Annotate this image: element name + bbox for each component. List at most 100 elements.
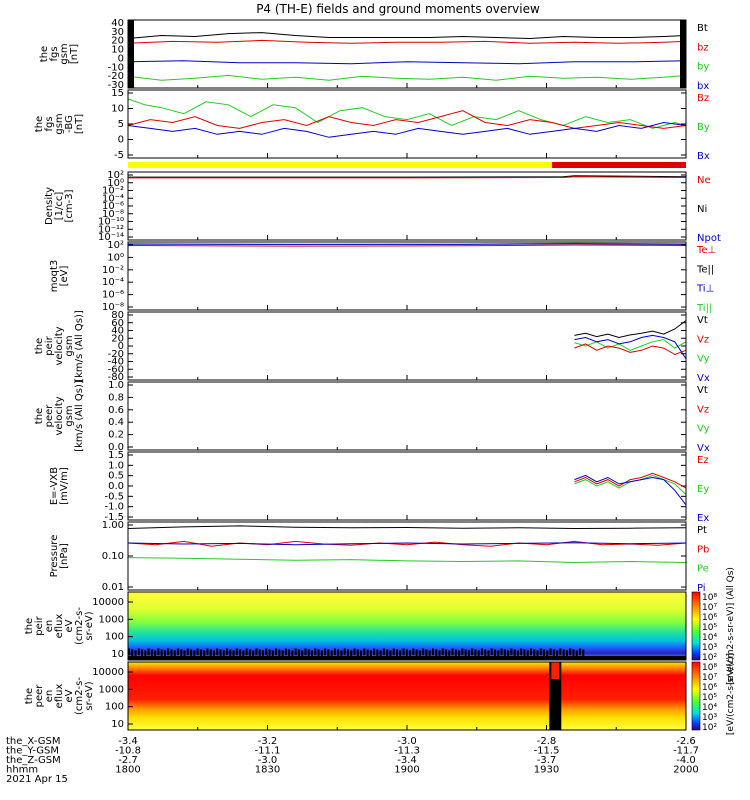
- x-axis-tick-value: -11.1: [255, 746, 281, 757]
- noise-mark: [343, 648, 346, 656]
- panel-efield: 1.51.00.50.0-0.5-1.0-1.5 Ez Ey Ex E=-VXB [mV/…: [49, 450, 709, 524]
- legend-Vy: Vy: [697, 354, 710, 365]
- y-tick-label: 10000: [92, 597, 124, 608]
- noise-mark: [314, 648, 317, 656]
- series-Ex: [574, 474, 687, 506]
- y-tick-label: 10⁻⁶: [102, 201, 124, 212]
- y-tick-label: 0.2: [108, 430, 124, 441]
- panel-frame: [127, 521, 687, 591]
- noise-mark: [454, 649, 457, 657]
- y-axis-label: gsm: [64, 335, 75, 356]
- noise-mark: [203, 650, 206, 658]
- noise-mark: [265, 648, 268, 656]
- x-axis-tick-value: -3.7: [537, 755, 557, 766]
- edge-marker-left: [128, 20, 134, 88]
- y-axis-label: sr-eV): [84, 681, 95, 710]
- y-axis-label: peir: [44, 335, 55, 355]
- colorbar-tick: 10⁵: [702, 693, 717, 703]
- y-tick-label: 1.0: [108, 380, 124, 391]
- y-tick-label: -10: [108, 62, 124, 73]
- y-tick-label: 40: [111, 18, 124, 29]
- noise-mark: [389, 650, 392, 658]
- noise-mark: [128, 648, 130, 656]
- noise-mark: [177, 648, 180, 656]
- x-axis-tick-value: -11.3: [394, 746, 420, 757]
- noise-mark: [494, 649, 497, 657]
- y-tick-label: 10⁻⁶: [102, 290, 124, 301]
- noise-mark: [150, 649, 153, 657]
- y-axis-label: [nPa]: [59, 543, 70, 569]
- noise-mark: [526, 650, 529, 658]
- y-axis-label: eV: [64, 689, 75, 702]
- colorbar-label: [eV/(cm2-s-sr-eV)] (All Qs): [726, 567, 736, 685]
- noise-mark: [575, 650, 578, 658]
- y-tick-label: 10⁻⁸: [102, 209, 124, 220]
- x-axis-tick-value: 1900: [394, 765, 419, 776]
- colorbar-tick: 10³: [702, 713, 717, 723]
- colorbar-tick: 10³: [702, 643, 717, 653]
- noise-mark: [350, 650, 353, 658]
- noise-mark: [248, 649, 251, 657]
- y-tick-label: 100: [105, 702, 124, 713]
- noise-mark: [471, 648, 474, 656]
- y-tick-label: 1.0: [108, 460, 124, 471]
- y-tick-label: 10⁻¹²: [98, 224, 124, 235]
- noise-mark: [412, 648, 415, 656]
- noise-mark: [137, 648, 140, 656]
- series-Ne: [128, 176, 687, 179]
- noise-mark: [549, 648, 552, 656]
- y-axis-label: moqt3: [49, 260, 60, 293]
- y-axis-label: eflux: [54, 614, 65, 639]
- y-tick-label: 0.5: [108, 471, 124, 482]
- noise-mark: [539, 648, 542, 656]
- y-tick-label: 10: [111, 104, 124, 115]
- noise-mark: [183, 650, 186, 658]
- spectrogram-image: [128, 662, 686, 730]
- colorbar-tick: 10²: [702, 653, 717, 663]
- noise-mark: [399, 650, 402, 658]
- noise-mark: [330, 650, 333, 658]
- y-axis-label: peer: [44, 404, 55, 428]
- noise-mark: [418, 650, 421, 658]
- y-axis-label: eflux: [54, 684, 65, 709]
- legend-Bt: Bt: [697, 23, 708, 34]
- noise-mark: [438, 650, 441, 658]
- panel-peer_vel: 1.00.8 0.60.4 0.20.0 Vt Vz Vy Vx the peer velocit…: [34, 380, 710, 454]
- noise-mark: [333, 648, 336, 656]
- legend-Bz: Bz: [697, 93, 709, 104]
- panel-frame: [127, 311, 687, 381]
- legend-bx: bx: [697, 81, 709, 92]
- series-Vy: [574, 339, 687, 351]
- noise-mark: [484, 649, 487, 657]
- noise-mark: [366, 649, 369, 657]
- y-tick-label: -1.5: [104, 512, 124, 523]
- panel-frame: [127, 451, 687, 521]
- legend-Ez: Ez: [697, 455, 709, 466]
- y-tick-label: 1.5: [108, 450, 124, 461]
- x-axis-tick-value: -3.4: [397, 755, 417, 766]
- y-tick-label: 10²: [107, 170, 124, 181]
- x-axis-tick-value: -3.4: [118, 736, 138, 747]
- y-axis-label: the: [24, 618, 35, 634]
- noise-mark: [451, 648, 454, 656]
- y-tick-label: 1.00: [102, 520, 124, 531]
- legend-Ti||: Ti||: [696, 303, 712, 314]
- noise-mark: [147, 648, 150, 656]
- noise-mark: [448, 650, 451, 658]
- noise-mark: [297, 649, 300, 657]
- noise-mark: [552, 649, 555, 657]
- noise-mark: [209, 649, 212, 657]
- y-axis-label: (cm2-s-: [74, 677, 85, 715]
- noise-mark: [337, 649, 340, 657]
- x-axis-tick-value: 1930: [534, 765, 559, 776]
- y-tick-label: 10⁻⁸: [102, 302, 124, 313]
- x-axis-tick-value: -4.0: [676, 755, 696, 766]
- colorbar-tick: 10⁸: [702, 663, 717, 673]
- noise-mark: [582, 649, 585, 657]
- legend-by: by: [697, 62, 709, 73]
